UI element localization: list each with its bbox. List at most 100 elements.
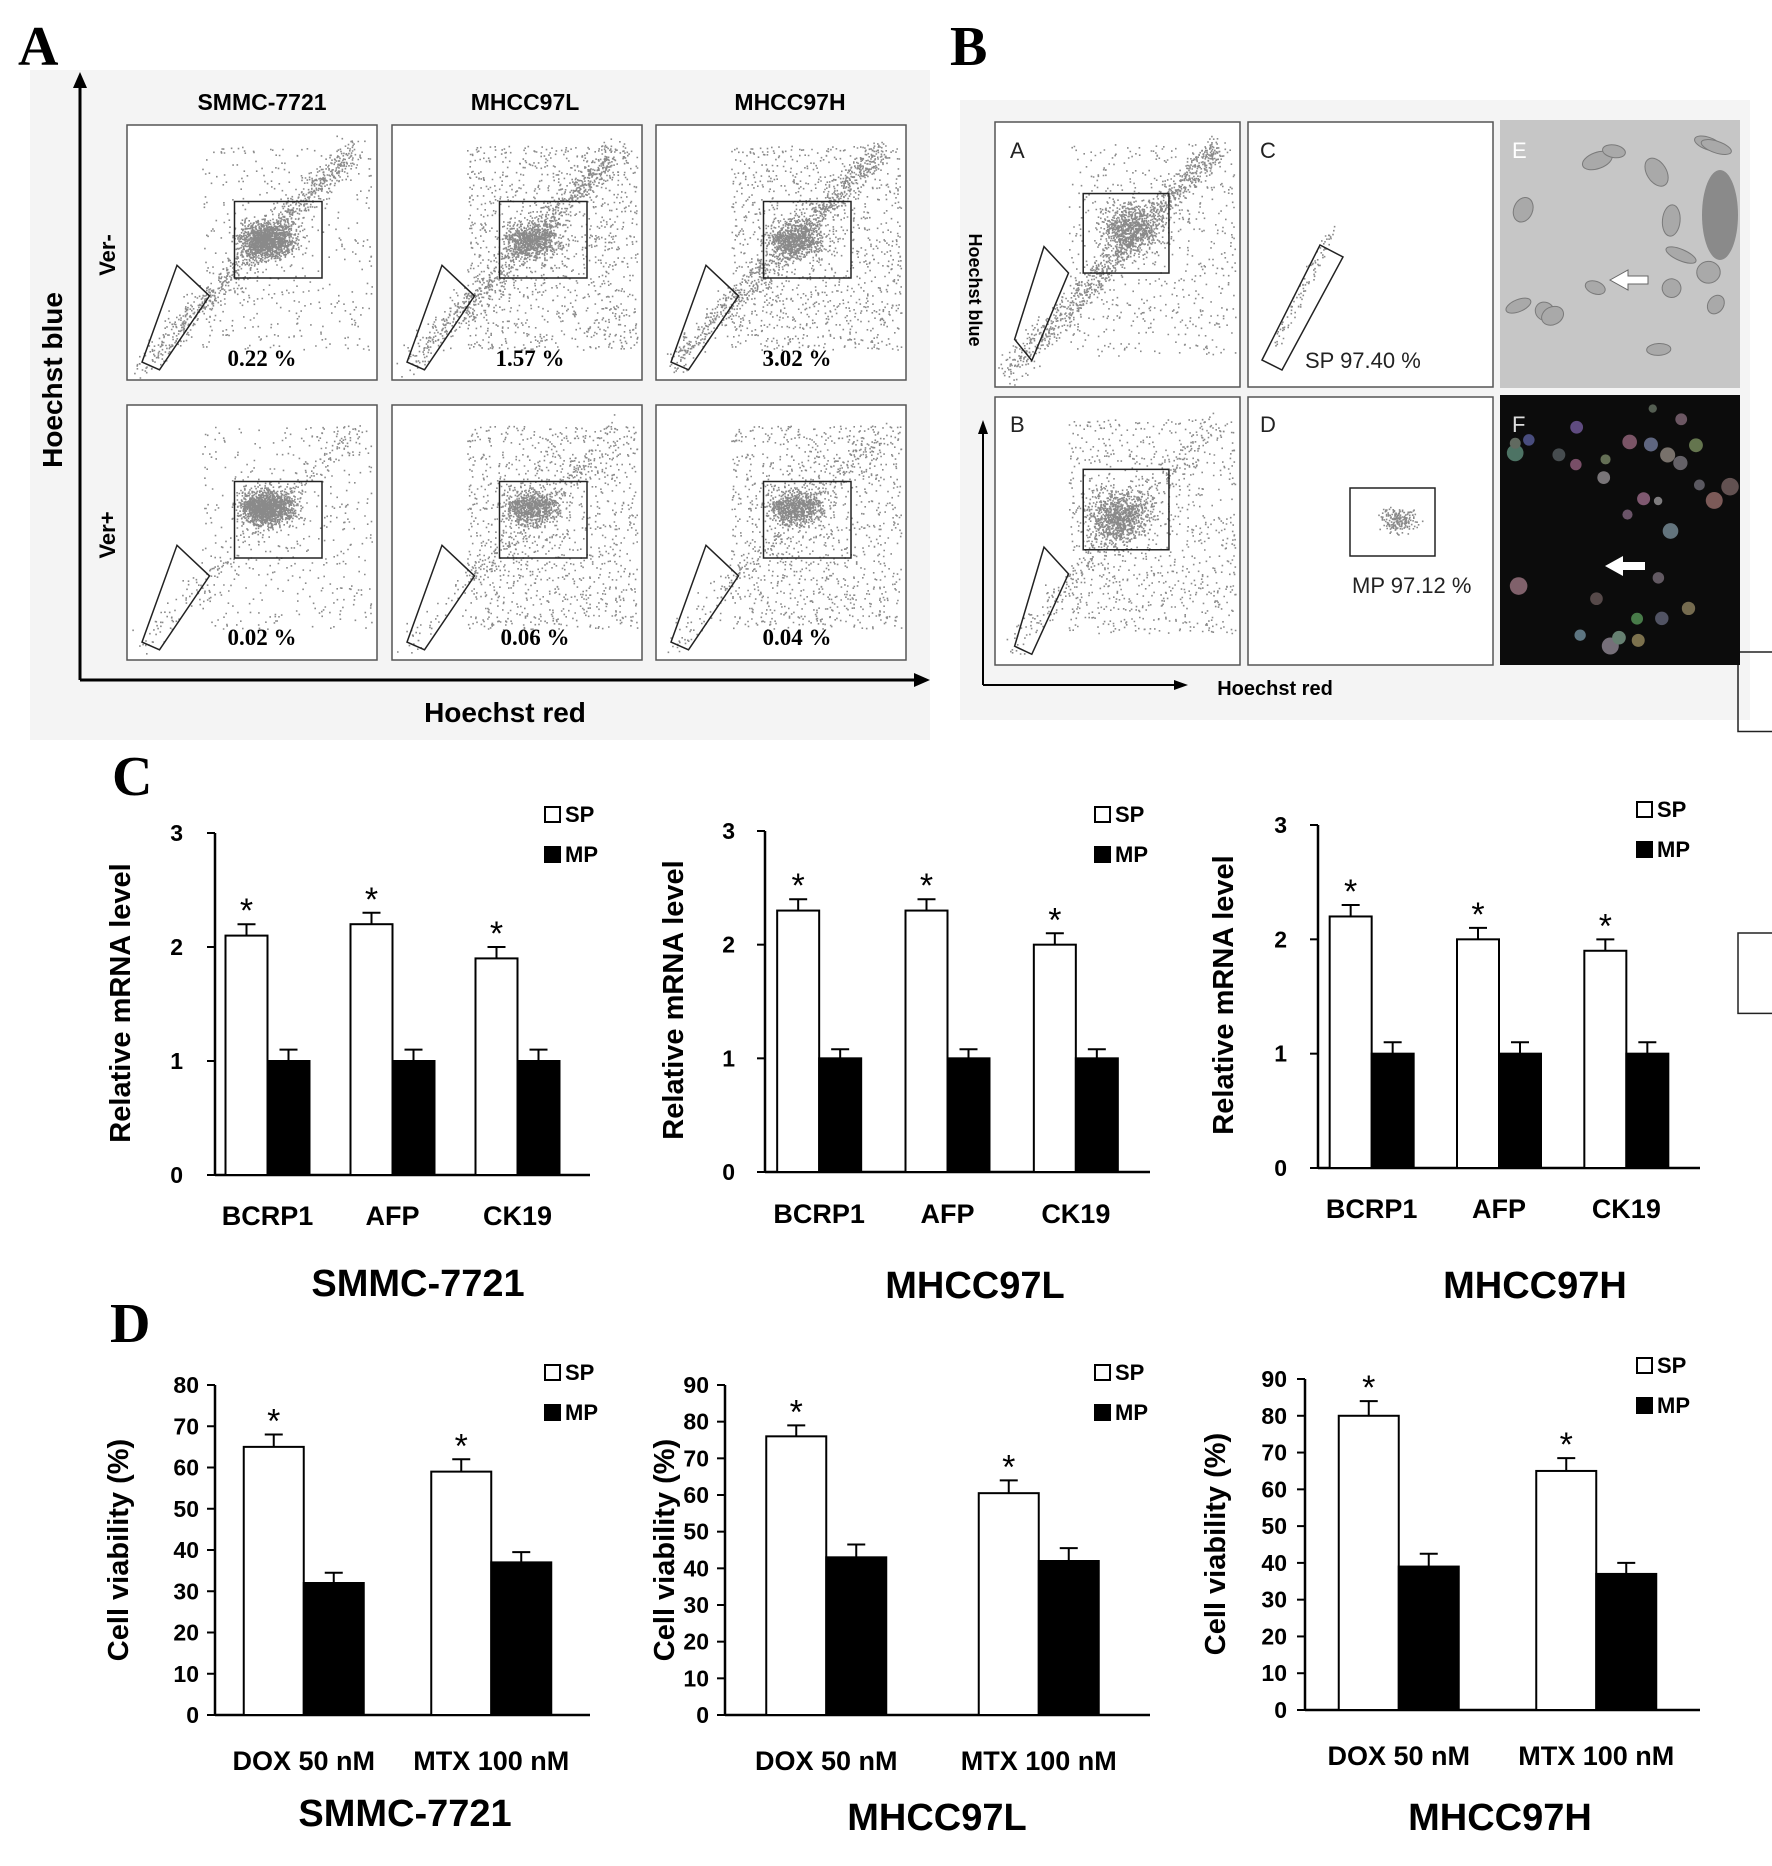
microscopy-brightfield-image (1500, 120, 1740, 388)
bar-mp (1397, 1565, 1460, 1711)
category-label: BCRP1 (222, 1201, 314, 1231)
significance-star: * (920, 867, 933, 905)
flow-plot-frame (126, 404, 378, 661)
bar-sp (1328, 915, 1373, 1170)
category-label: AFP (921, 1199, 975, 1229)
panel-a-y-arrow (73, 72, 87, 88)
chart-c-smmc-7721: 0 1 2 3 Relative mRNA level * BCRP1 * AFP * CK19 SP… (105, 802, 598, 1305)
y-tick-label: 0 (696, 1702, 709, 1728)
bar-mp (818, 1057, 863, 1174)
y-tick-label: 80 (683, 1409, 709, 1435)
bar-sp (765, 1435, 828, 1717)
significance-star: * (1471, 896, 1484, 934)
y-tick-label: 60 (683, 1482, 709, 1508)
flow-events (667, 422, 903, 654)
nucleus (1506, 444, 1524, 462)
y-tick-label: 1 (170, 1048, 183, 1074)
legend-swatch-sp (1094, 806, 1111, 823)
y-tick-label: 2 (722, 932, 735, 958)
flow-plot (1247, 396, 1772, 1015)
y-tick-label: 80 (173, 1372, 199, 1398)
y-tick-label: 1 (722, 1045, 735, 1071)
y-tick-label: 0 (1274, 1155, 1287, 1181)
cell (1696, 260, 1721, 284)
category-label: BCRP1 (773, 1199, 865, 1229)
y-tick-label: 3 (1274, 812, 1287, 838)
nucleus (1570, 458, 1582, 471)
legend-label: SP (565, 1360, 594, 1385)
panel-a-percent: 0.02 % (228, 625, 297, 650)
legend-label: MP (1657, 837, 1690, 862)
nucleus (1653, 496, 1663, 506)
nucleus (1721, 477, 1739, 496)
legend-label: SP (1657, 1353, 1686, 1378)
bar-mp (946, 1057, 991, 1174)
legend-label: MP (565, 842, 598, 867)
bar-sp (1583, 949, 1628, 1169)
brightfield-background (1500, 120, 1740, 388)
sp-gate (141, 543, 211, 651)
nucleus (1574, 629, 1586, 641)
nucleus (1655, 611, 1669, 626)
sp-gate (1260, 243, 1345, 371)
rect-gate (762, 480, 852, 559)
category-label: DOX 50 nM (232, 1746, 375, 1776)
y-tick-label: 0 (1274, 1697, 1287, 1723)
nucleus (1552, 448, 1566, 462)
flow-plot-frame (1247, 396, 1494, 666)
y-tick-label: 30 (173, 1578, 199, 1604)
legend-label: MP (565, 1400, 598, 1425)
bar-mp (1370, 1052, 1415, 1169)
nucleus (1631, 633, 1645, 647)
chart-cell-line-title: MHCC97H (1443, 1265, 1627, 1307)
y-tick-label: 30 (1261, 1587, 1287, 1613)
y-tick-label: 30 (683, 1592, 709, 1618)
chart-d-smmc-7721: 0 10 20 30 40 50 60 70 80 Cell viability (%) * DOX … (103, 1360, 598, 1835)
category-label: AFP (366, 1201, 420, 1231)
y-tick-label: 60 (1261, 1476, 1287, 1502)
legend-swatch-mp (1636, 1397, 1653, 1414)
panel-b-sublabel: C (1260, 138, 1276, 163)
panel-b-gate-sp-label: SP 97.40 % (1305, 348, 1421, 373)
bar-sp (474, 957, 519, 1177)
legend-label: SP (1115, 1360, 1144, 1385)
bar-sp (977, 1492, 1040, 1716)
bar-sp (1535, 1469, 1598, 1712)
significance-star: * (1362, 1369, 1375, 1407)
flow-plot (126, 404, 378, 661)
nucleus (1643, 437, 1658, 452)
y-tick-label: 10 (683, 1665, 709, 1691)
sp-gate (1013, 545, 1070, 656)
panel-letter-a: A (18, 16, 59, 78)
flow-events (1378, 506, 1424, 536)
sp-gate (406, 263, 476, 371)
significance-star: * (490, 915, 503, 953)
y-tick-label: 70 (1261, 1440, 1287, 1466)
chart-c-mhcc97l: 0 1 2 3 Relative mRNA level * BCRP1 * AFP * CK19 SP… (658, 802, 1150, 1307)
significance-star: * (1048, 901, 1061, 939)
panel-a-percent: 0.22 % (228, 346, 297, 371)
panel-b-sublabel: A (1010, 138, 1025, 163)
legend-label: MP (1657, 1393, 1690, 1418)
panel-letter-c: C (112, 746, 152, 808)
nucleus (1570, 420, 1584, 434)
chart-cell-line-title: MHCC97L (847, 1797, 1026, 1839)
cell (1665, 246, 1697, 264)
y-tick-label: 1 (1274, 1041, 1287, 1067)
panel-a-percent: 0.04 % (763, 625, 832, 650)
rect-gate (233, 480, 323, 559)
y-tick-label: 3 (722, 818, 735, 844)
category-label: CK19 (1592, 1194, 1661, 1224)
chart-cell-line-title: SMMC-7721 (298, 1793, 511, 1835)
legend-label: MP (1115, 1400, 1148, 1425)
y-tick-label: 0 (186, 1702, 199, 1728)
legend-swatch-mp (544, 846, 561, 863)
legend-label: SP (565, 802, 594, 827)
y-axis-label: Cell viability (%) (103, 1439, 135, 1661)
y-tick-label: 3 (170, 820, 183, 846)
flow-plot (126, 124, 378, 381)
cell (1644, 157, 1669, 187)
nucleus (1705, 491, 1723, 509)
chart-d-mhcc97l: 0 10 20 30 40 50 60 70 80 90 Cell viability (%) * DO… (649, 1360, 1150, 1839)
sp-gate (1013, 245, 1070, 362)
